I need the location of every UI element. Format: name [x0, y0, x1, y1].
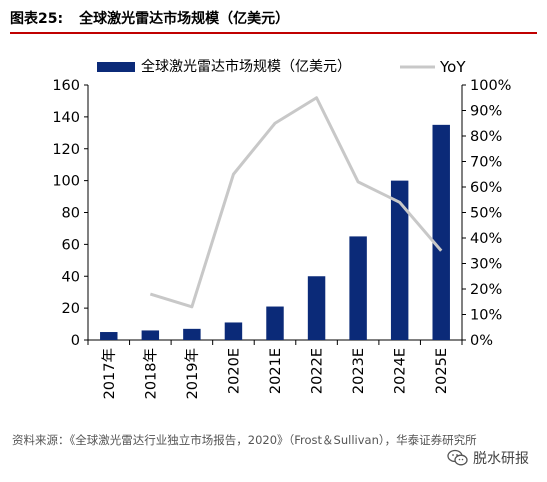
y-right-tick-label: 30%	[470, 257, 502, 273]
x-tick-label: 2025E	[434, 348, 450, 394]
yoy-line	[149, 96, 443, 309]
bar	[349, 236, 367, 340]
y-left-tick-label: 100	[52, 174, 80, 190]
legend-line-label: YoY	[439, 58, 466, 76]
x-tick-label: 2023E	[351, 348, 367, 394]
y-right-tick-label: 100%	[470, 78, 511, 94]
bar	[224, 322, 243, 340]
x-tick-label: 2017年	[101, 348, 118, 399]
y-right-tick-label: 10%	[470, 308, 502, 324]
bar	[141, 330, 160, 340]
y-right-tick-label: 20%	[470, 282, 502, 298]
bar	[100, 332, 118, 340]
x-tick-label: 2021E	[268, 348, 284, 394]
x-tick-label: 2022E	[310, 348, 326, 394]
y-left-tick-label: 0	[71, 333, 80, 349]
y-left-tick-label: 60	[62, 237, 80, 253]
y-right-tick-label: 0%	[470, 333, 493, 349]
source-note: 资料来源：《全球激光雷达行业独立市场报告，2020》（Frost＆Sulliva…	[12, 433, 477, 447]
legend-bar-label: 全球激光雷达市场规模（亿美元）	[141, 58, 351, 75]
y-left-tick-label: 40	[62, 269, 80, 285]
bar	[266, 306, 284, 340]
x-tick-label: 2020E	[226, 348, 242, 394]
wechat-icon	[447, 449, 468, 466]
watermark: 脱水研报	[443, 448, 529, 468]
x-tick-label: 2019年	[184, 348, 201, 399]
y-left-tick-label: 140	[52, 110, 80, 126]
bar	[432, 124, 450, 340]
watermark-text: 脱水研报	[473, 451, 529, 467]
bar	[390, 180, 409, 340]
x-tick-label: 2024E	[393, 348, 409, 394]
figure-title: 全球激光雷达市场规模（亿美元）	[79, 11, 290, 27]
y-right-tick-label: 60%	[470, 180, 502, 196]
y-right-tick-label: 90%	[470, 104, 502, 120]
bar	[183, 328, 201, 340]
bar	[307, 276, 326, 340]
figure-label: 图表25:	[10, 11, 64, 27]
y-left-tick-label: 120	[52, 142, 80, 158]
x-tick-label: 2018年	[142, 348, 159, 399]
y-right-tick-label: 40%	[470, 231, 502, 247]
y-left-tick-label: 80	[62, 206, 80, 222]
y-left-tick-label: 160	[52, 78, 80, 94]
y-right-tick-label: 70%	[470, 155, 502, 171]
y-right-tick-label: 50%	[470, 206, 502, 222]
legend-bar-swatch	[97, 62, 135, 72]
figure-header: 图表25: 全球激光雷达市场规模（亿美元）	[10, 8, 537, 34]
y-left-tick-label: 20	[62, 301, 80, 317]
y-right-tick-label: 80%	[470, 129, 502, 145]
combo-chart: 0 20 40 60 80 100 120 140 160 0% 10% 20% 30% 40% 50% 60…	[52, 58, 511, 399]
